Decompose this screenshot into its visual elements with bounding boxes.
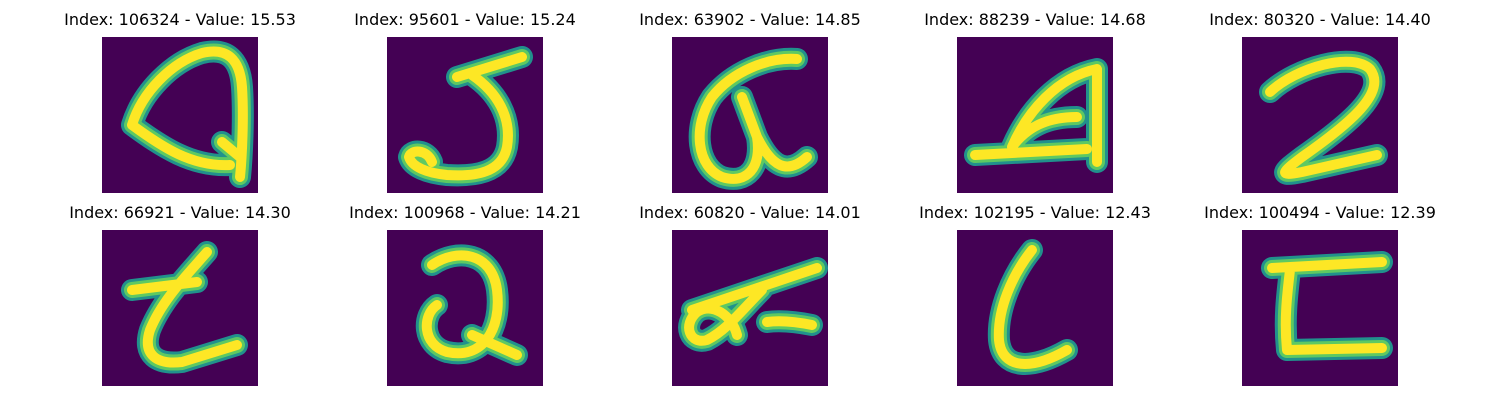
glyph-stroke	[970, 64, 1102, 167]
handwritten-glyph	[415, 244, 528, 366]
digit-image	[957, 37, 1113, 193]
glyph-stroke	[684, 263, 822, 346]
digit-image	[102, 37, 258, 193]
panel-title: Index: 63902 - Value: 14.85	[639, 10, 861, 29]
digit-image	[672, 37, 828, 193]
glyph-stroke	[421, 250, 522, 360]
panel-title: Index: 100494 - Value: 12.39	[1204, 203, 1436, 222]
digit-image	[672, 230, 828, 386]
digit-image	[387, 230, 543, 386]
handwritten-glyph	[121, 241, 248, 374]
glyph-stroke	[127, 46, 248, 182]
glyph-stroke	[1267, 257, 1387, 355]
handwritten-glyph	[964, 58, 1108, 173]
sample-panel-5: Index: 80320 - Value: 14.40	[1170, 0, 1470, 200]
panel-title: Index: 102195 - Value: 12.43	[919, 203, 1151, 222]
panel-title: Index: 100968 - Value: 14.21	[349, 203, 581, 222]
sample-panel-1: Index: 106324 - Value: 15.53	[30, 0, 330, 200]
glyph-stroke	[1265, 56, 1382, 179]
sample-panel-2: Index: 95601 - Value: 15.24	[315, 0, 615, 200]
sample-panel-6: Index: 66921 - Value: 14.30	[30, 193, 330, 393]
sample-panel-9: Index: 102195 - Value: 12.43	[885, 193, 1185, 393]
handwritten-glyph	[987, 239, 1078, 375]
panel-title: Index: 60820 - Value: 14.01	[639, 203, 861, 222]
digit-image	[957, 230, 1113, 386]
panel-title: Index: 66921 - Value: 14.30	[69, 203, 291, 222]
panel-title: Index: 88239 - Value: 14.68	[924, 10, 1146, 29]
sample-panel-8: Index: 60820 - Value: 14.01	[600, 193, 900, 393]
digit-image	[102, 230, 258, 386]
handwritten-glyph	[1259, 50, 1388, 185]
handwritten-glyph	[1261, 251, 1393, 361]
sample-panel-10: Index: 100494 - Value: 12.39	[1170, 193, 1470, 393]
handwritten-glyph	[121, 40, 254, 188]
glyph-stroke	[404, 52, 527, 181]
glyph-stroke	[993, 245, 1072, 369]
handwritten-glyph	[688, 47, 818, 190]
sample-panel-3: Index: 63902 - Value: 14.85	[600, 0, 900, 200]
handwritten-glyph	[398, 46, 533, 187]
sample-panel-7: Index: 100968 - Value: 14.21	[315, 193, 615, 393]
digit-image	[387, 37, 543, 193]
handwritten-glyph	[678, 257, 828, 352]
panel-title: Index: 80320 - Value: 14.40	[1209, 10, 1431, 29]
digit-image	[1242, 230, 1398, 386]
digit-image	[1242, 37, 1398, 193]
sample-panel-4: Index: 88239 - Value: 14.68	[885, 0, 1185, 200]
glyph-stroke	[694, 53, 812, 184]
panel-title: Index: 95601 - Value: 15.24	[354, 10, 576, 29]
glyph-stroke	[127, 247, 242, 368]
panel-title: Index: 106324 - Value: 15.53	[64, 10, 296, 29]
